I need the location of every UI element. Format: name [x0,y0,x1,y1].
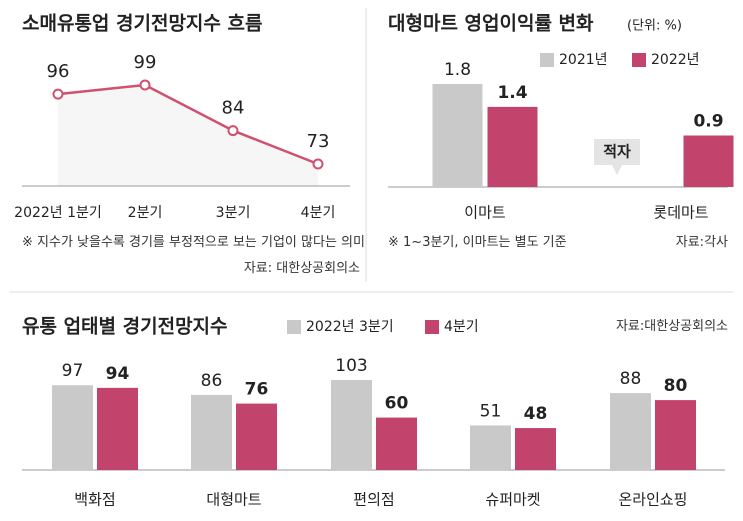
source: 자료:각사 [675,235,728,250]
line [57,83,319,166]
bar [515,428,556,470]
x-tick-label: 2022년 1분기 [14,205,102,221]
x-tick-label: 편의점 [353,491,394,509]
data-label: 73 [307,131,330,152]
bar [487,106,538,187]
bar [432,84,483,187]
x-tick-label: 이마트 [464,204,506,222]
legend-label: 4분기 [444,319,479,335]
legend-label: 2022년 3분기 [306,319,394,335]
annotation: 적자 [603,143,631,161]
x-tick-label: 백화점 [74,491,115,509]
x-tick-label: 롯데마트 [653,204,708,222]
data-label: 51 [480,401,502,421]
bar [683,135,734,187]
source: 자료: 대한상공회의소 [243,261,360,276]
data-label: 97 [62,361,84,381]
x-tick-label: 3분기 [216,205,251,221]
data-label: 48 [524,404,548,424]
data-label: 0.9 [693,112,723,132]
legend-label: 2022년 [651,52,700,68]
chart-title: 대형마트 영업이익률 변화 [388,13,594,35]
point [312,158,324,170]
bar [191,394,232,470]
callout [594,139,640,175]
data-label: 88 [620,369,642,389]
unit-label: (단위: %) [627,19,682,34]
bar [376,417,417,470]
chart-title: 소매유통업 경기전망지수 흐름 [22,13,262,35]
data-label: 86 [201,371,223,391]
data-label: 1.4 [497,83,527,103]
bar [97,387,138,470]
bar [52,385,93,470]
x-tick-label: 4분기 [301,205,336,221]
source: 자료:대한상공회의소 [615,319,728,334]
legend-swatch [540,53,554,67]
data-label: 1.8 [444,60,471,80]
area [58,85,318,186]
data-label: 76 [245,380,269,400]
point [227,125,239,137]
x-tick-label: 2분기 [128,205,163,221]
data-label: 60 [385,394,409,414]
x-tick-label: 대형마트 [206,491,261,509]
data-label: 103 [335,356,367,376]
bar [331,380,372,470]
chart-title: 유통 업태별 경기전망지수 [22,316,228,338]
note: ※ 지수가 낮을수록 경기를 부정적으로 보는 기업이 많다는 의미 [22,235,365,250]
bar [236,403,277,470]
point [139,79,151,91]
bar [470,425,511,470]
note: ※ 1~3분기, 이마트는 별도 기준 [388,235,567,250]
bar [655,400,696,470]
data-label: 80 [664,376,688,396]
data-label: 96 [47,61,70,82]
bar [610,393,651,470]
legend-swatch [287,320,301,334]
x-tick-label: 슈퍼마켓 [485,491,540,509]
data-label: 84 [222,98,245,119]
legend-swatch [425,320,439,334]
x-tick-label: 온라인쇼핑 [618,491,687,509]
data-label: 94 [106,364,130,384]
legend-swatch [632,53,646,67]
legend-label: 2021년 [559,52,608,68]
point [52,88,64,100]
data-label: 99 [134,52,157,73]
